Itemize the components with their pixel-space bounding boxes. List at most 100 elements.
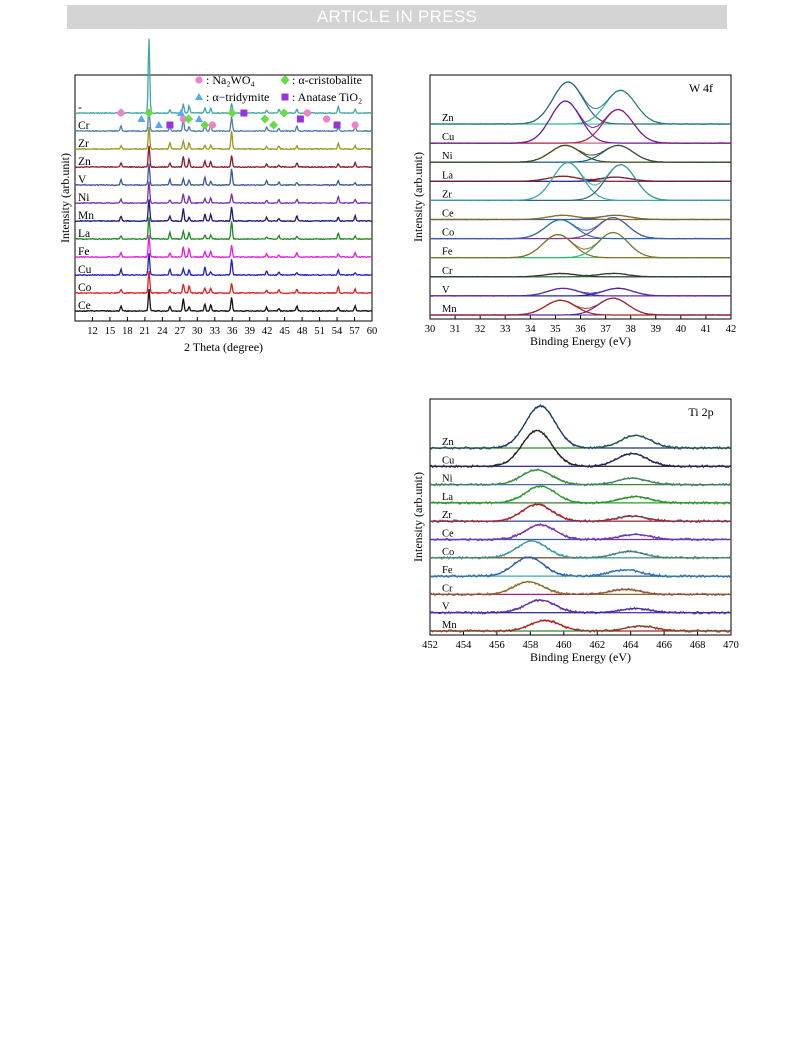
xrd-series-line xyxy=(75,145,373,169)
series-label: La xyxy=(442,492,453,503)
series-label: Zr xyxy=(442,510,452,521)
xrd-series-line xyxy=(74,181,372,205)
series-label: Mn xyxy=(78,210,94,222)
fit-component-peak xyxy=(430,405,731,449)
fit-component-peak xyxy=(430,581,731,595)
legend-label: : Na₂WO₄ xyxy=(206,73,255,87)
series-label: Co xyxy=(442,228,454,239)
x-tick-label: 42 xyxy=(262,326,273,337)
x-tick-label: 24 xyxy=(157,326,168,337)
fit-component-peak xyxy=(430,144,731,163)
x-tick-label: 21 xyxy=(140,326,151,337)
cristobalite-marker xyxy=(227,108,237,118)
series-label: Ce xyxy=(78,300,91,312)
xrd-series-line xyxy=(74,288,373,313)
y-axis-title: Intensity (arb.unit) xyxy=(411,472,425,562)
series-label: Zr xyxy=(78,138,89,150)
series-label: Cu xyxy=(442,132,455,143)
envelope-line xyxy=(429,287,732,297)
xrd-series-line xyxy=(74,126,373,151)
xrd-series-line xyxy=(74,199,373,223)
na2wo4-marker xyxy=(117,109,125,117)
series-label: La xyxy=(78,228,90,240)
envelope-line xyxy=(429,502,732,524)
fit-component-peak xyxy=(430,469,731,486)
x-tick-label: 39 xyxy=(244,326,255,337)
x-tick-label: 45 xyxy=(279,326,290,337)
x-tick-label: 35 xyxy=(550,324,561,335)
envelope-line xyxy=(429,297,732,316)
xrd-series-line xyxy=(74,253,373,277)
series-label: Zn xyxy=(78,156,91,168)
y-axis-title: Intensity (arb.unit) xyxy=(58,153,72,243)
fit-component-peak xyxy=(430,108,731,144)
series-label: - xyxy=(78,102,82,114)
x-tick-label: 30 xyxy=(192,326,203,337)
anatase-marker xyxy=(333,121,341,129)
na2wo4-marker xyxy=(351,121,359,129)
x-tick-label: 38 xyxy=(625,324,636,335)
x-tick-label: 40 xyxy=(676,324,687,335)
legend-label: : α−tridymite xyxy=(206,90,269,104)
cristobalite-marker xyxy=(279,108,289,118)
panel-title: W 4f xyxy=(689,81,713,95)
fit-component-peak xyxy=(430,216,731,240)
x-tick-label: 31 xyxy=(450,324,461,335)
tridymite-marker xyxy=(154,121,163,128)
series-label: Co xyxy=(78,282,92,294)
x-tick-label: 33 xyxy=(210,326,221,337)
series-label: Co xyxy=(442,547,454,558)
envelope-line xyxy=(429,598,732,615)
envelope-line xyxy=(429,580,732,597)
cristobalite-marker xyxy=(200,120,210,130)
fit-component-peak xyxy=(430,588,731,595)
envelope-line xyxy=(430,216,732,240)
legend-diamond-marker xyxy=(280,75,290,85)
fit-component-peak xyxy=(430,144,731,163)
series-label: V xyxy=(442,602,450,613)
x-tick-label: 34 xyxy=(525,324,536,335)
xrd-series-line xyxy=(74,235,373,259)
x-tick-label: 18 xyxy=(122,326,133,337)
x-tick-label: 39 xyxy=(651,324,662,335)
envelope-line xyxy=(429,161,732,202)
legend-circle-marker xyxy=(195,76,203,84)
plot-frame xyxy=(429,74,732,320)
xrd-series-line xyxy=(74,163,373,187)
legend-square-marker xyxy=(281,93,289,101)
legend-label: : Anatase TiO₂ xyxy=(292,90,362,104)
na2wo4-marker xyxy=(303,109,311,117)
tridymite-marker xyxy=(195,115,204,122)
envelope-line xyxy=(429,231,732,259)
series-label: Cr xyxy=(78,120,90,132)
envelope-line xyxy=(429,214,732,221)
envelope-line xyxy=(429,100,732,145)
fit-component-peak xyxy=(430,524,731,541)
series-label: Mn xyxy=(442,620,457,631)
series-label: Cr xyxy=(442,583,453,594)
series-label: V xyxy=(78,174,87,186)
x-tick-label: 452 xyxy=(422,640,438,651)
fit-component-peak xyxy=(430,540,731,559)
series-label: Fe xyxy=(442,565,453,576)
series-label: Cu xyxy=(442,455,455,466)
series-label: Mn xyxy=(442,304,457,315)
x-tick-label: 462 xyxy=(589,640,605,651)
article-in-press-banner: ARTICLE IN PRESS xyxy=(67,5,727,29)
series-label: Ce xyxy=(442,209,454,220)
envelope-line xyxy=(429,556,732,579)
legend-label: : α-cristobalite xyxy=(292,73,362,87)
envelope-line xyxy=(429,485,732,506)
envelope-line xyxy=(430,429,732,469)
fit-component-peak xyxy=(430,100,731,144)
x-tick-label: 54 xyxy=(332,326,343,337)
x-axis-title: Binding Energy (eV) xyxy=(530,334,631,348)
x-axis-title: 2 Theta (degree) xyxy=(184,340,263,354)
x-tick-label: 470 xyxy=(723,640,739,651)
envelope-line xyxy=(429,81,732,125)
w4f-chart: 30 31 32 33 34 35 36 37 38 39 40 41 42 Binding Energy… xyxy=(411,74,736,348)
x-tick-label: 57 xyxy=(349,326,360,337)
cristobalite-marker xyxy=(269,120,279,130)
x-axis-title: Binding Energy (eV) xyxy=(530,650,631,664)
x-tick-label: 36 xyxy=(227,326,238,337)
